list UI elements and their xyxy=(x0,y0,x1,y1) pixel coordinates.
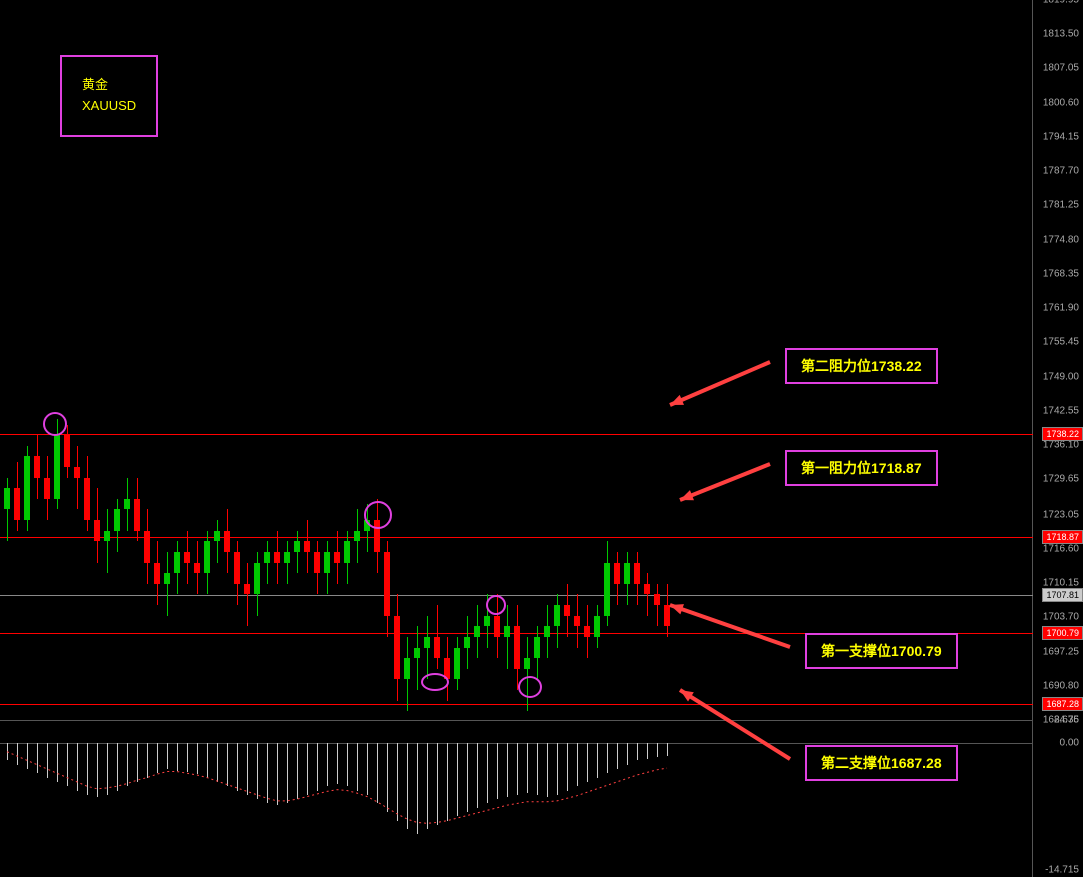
highlight-circle xyxy=(43,412,67,436)
arrow-icon xyxy=(0,0,1083,877)
highlight-circle xyxy=(486,595,506,615)
highlight-circle xyxy=(421,673,449,691)
highlight-circle xyxy=(518,676,542,698)
highlight-circle xyxy=(364,501,392,529)
